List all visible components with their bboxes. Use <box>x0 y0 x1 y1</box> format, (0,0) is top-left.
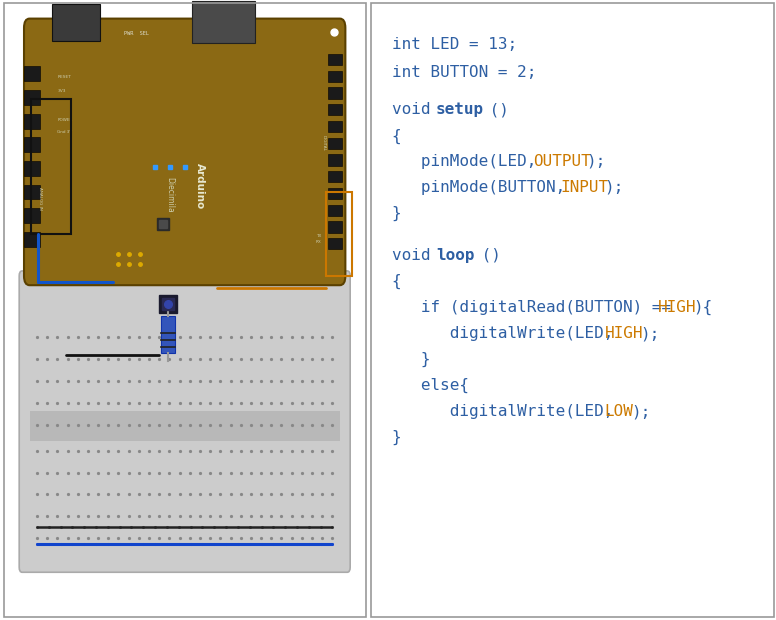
Bar <box>24 137 40 152</box>
Text: void: void <box>392 248 440 263</box>
Bar <box>328 188 342 199</box>
Bar <box>328 71 342 82</box>
Bar <box>328 87 342 99</box>
Text: );: ); <box>605 180 624 195</box>
Bar <box>328 238 342 249</box>
Text: );: ); <box>587 154 606 169</box>
Bar <box>52 4 100 41</box>
Text: {: { <box>392 274 401 290</box>
Bar <box>328 221 342 232</box>
Text: setup: setup <box>436 102 484 117</box>
FancyBboxPatch shape <box>24 19 345 285</box>
Text: loop: loop <box>436 248 475 263</box>
Text: RX: RX <box>316 240 321 244</box>
Text: RESET: RESET <box>57 74 71 79</box>
Text: else{: else{ <box>392 378 469 394</box>
Text: DIGITAL: DIGITAL <box>321 135 325 151</box>
Bar <box>24 185 40 200</box>
Bar <box>24 113 40 128</box>
Bar <box>24 208 40 223</box>
Bar <box>24 90 40 105</box>
Text: ANALOG IN: ANALOG IN <box>38 187 42 210</box>
Bar <box>328 54 342 65</box>
Text: pinMode(BUTTON,: pinMode(BUTTON, <box>392 180 574 195</box>
Text: (): () <box>480 102 509 117</box>
Text: int BUTTON = 2;: int BUTTON = 2; <box>392 65 536 80</box>
Bar <box>192 1 255 43</box>
Text: digitalWrite(LED,: digitalWrite(LED, <box>392 326 623 341</box>
Text: }: } <box>392 430 401 446</box>
Bar <box>328 154 342 166</box>
Text: OUTPUT: OUTPUT <box>534 154 591 169</box>
Text: HIGH: HIGH <box>658 300 696 315</box>
Bar <box>24 66 40 81</box>
Text: TX: TX <box>316 234 321 239</box>
Text: POWER: POWER <box>57 118 73 122</box>
Text: (): () <box>472 248 501 263</box>
Bar <box>328 121 342 132</box>
Text: if (digitalRead(BUTTON) ==: if (digitalRead(BUTTON) == <box>392 300 681 315</box>
Bar <box>24 161 40 176</box>
Text: 3V3: 3V3 <box>57 89 66 93</box>
Text: }: } <box>392 206 401 221</box>
Text: Gnd 3V: Gnd 3V <box>57 130 72 135</box>
Bar <box>161 316 175 353</box>
Text: PWR  SEL: PWR SEL <box>124 32 149 37</box>
Text: HIGH: HIGH <box>605 326 643 341</box>
Bar <box>328 171 342 182</box>
Bar <box>31 99 71 234</box>
Bar <box>326 192 352 276</box>
Text: }: } <box>392 352 430 368</box>
Bar <box>328 104 342 115</box>
Text: Arduino: Arduino <box>195 163 204 209</box>
Bar <box>328 138 342 149</box>
Text: INPUT: INPUT <box>560 180 608 195</box>
Text: );: ); <box>631 404 650 419</box>
Bar <box>328 205 342 216</box>
Bar <box>24 232 40 247</box>
Text: void: void <box>392 102 440 117</box>
Text: {: { <box>392 128 401 144</box>
FancyBboxPatch shape <box>19 271 350 572</box>
Text: LOW: LOW <box>605 404 633 419</box>
Text: pinMode(LED,: pinMode(LED, <box>392 154 546 169</box>
Text: );: ); <box>640 326 659 341</box>
Text: Diecimila: Diecimila <box>165 177 175 213</box>
Bar <box>29 412 340 441</box>
Text: digitalWrite(LED,: digitalWrite(LED, <box>392 404 623 419</box>
Text: ){: ){ <box>693 300 712 316</box>
Text: int LED = 13;: int LED = 13; <box>392 37 517 52</box>
